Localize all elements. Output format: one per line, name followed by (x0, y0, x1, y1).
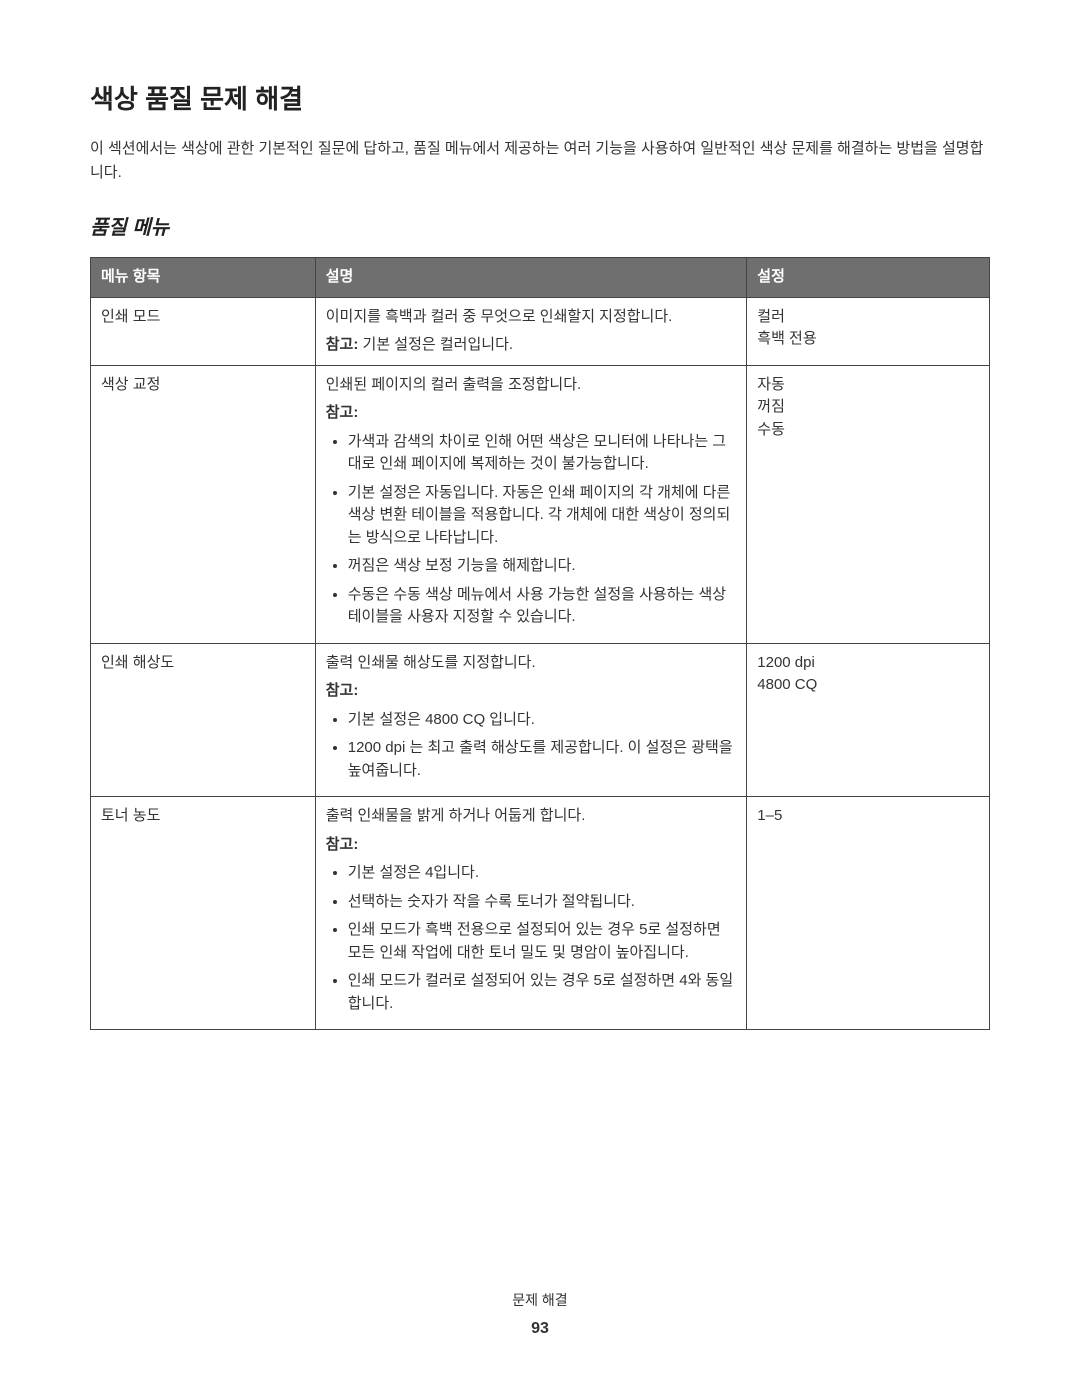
desc-text: 이미지를 흑백과 컬러 중 무엇으로 인쇄할지 지정합니다. (326, 306, 737, 329)
bullet-item: 가색과 감색의 차이로 인해 어떤 색상은 모니터에 나타나는 그대로 인쇄 페… (348, 431, 737, 476)
setting-value: 1200 dpi (757, 652, 979, 675)
note-label: 참고: (326, 834, 737, 857)
bullet-item: 꺼짐은 색상 보정 기능을 해제합니다. (348, 555, 737, 578)
bullet-list: 가색과 감색의 차이로 인해 어떤 색상은 모니터에 나타나는 그대로 인쇄 페… (326, 431, 737, 629)
cell-setting: 자동 꺼짐 수동 (747, 365, 990, 643)
cell-description: 출력 인쇄물 해상도를 지정합니다. 참고: 기본 설정은 4800 CQ 입니… (315, 643, 747, 797)
cell-menu: 인쇄 해상도 (91, 643, 316, 797)
note-label: 참고: (326, 680, 737, 703)
header-menu-item: 메뉴 항목 (91, 258, 316, 298)
desc-text: 출력 인쇄물을 밝게 하거나 어둡게 합니다. (326, 805, 737, 828)
setting-value: 수동 (757, 419, 979, 442)
footer-text: 문제 해결 (90, 1290, 990, 1311)
bullet-item: 수동은 수동 색상 메뉴에서 사용 가능한 설정을 사용하는 색상 테이블을 사… (348, 584, 737, 629)
note-label: 참고: (326, 402, 737, 425)
table-row: 인쇄 해상도 출력 인쇄물 해상도를 지정합니다. 참고: 기본 설정은 480… (91, 643, 990, 797)
desc-text: 출력 인쇄물 해상도를 지정합니다. (326, 652, 737, 675)
setting-value: 1–5 (757, 805, 979, 828)
setting-value: 4800 CQ (757, 674, 979, 697)
note-line: 참고: 기본 설정은 컬러입니다. (326, 334, 737, 357)
header-setting: 설정 (747, 258, 990, 298)
note-label: 참고: (326, 336, 359, 353)
page-number: 93 (90, 1317, 990, 1341)
setting-value: 꺼짐 (757, 396, 979, 419)
table-row: 토너 농도 출력 인쇄물을 밝게 하거나 어둡게 합니다. 참고: 기본 설정은… (91, 797, 990, 1030)
setting-value: 흑백 전용 (757, 328, 979, 351)
bullet-list: 기본 설정은 4입니다. 선택하는 숫자가 작을 수록 토너가 절약됩니다. 인… (326, 862, 737, 1015)
cell-menu: 토너 농도 (91, 797, 316, 1030)
bullet-item: 기본 설정은 자동입니다. 자동은 인쇄 페이지의 각 개체에 다른 색상 변환… (348, 482, 737, 550)
bullet-item: 기본 설정은 4입니다. (348, 862, 737, 885)
cell-description: 인쇄된 페이지의 컬러 출력을 조정합니다. 참고: 가색과 감색의 차이로 인… (315, 365, 747, 643)
cell-description: 이미지를 흑백과 컬러 중 무엇으로 인쇄할지 지정합니다. 참고: 기본 설정… (315, 297, 747, 365)
bullet-list: 기본 설정은 4800 CQ 입니다. 1200 dpi 는 최고 출력 해상도… (326, 709, 737, 783)
cell-setting: 1–5 (747, 797, 990, 1030)
cell-description: 출력 인쇄물을 밝게 하거나 어둡게 합니다. 참고: 기본 설정은 4입니다.… (315, 797, 747, 1030)
setting-value: 자동 (757, 374, 979, 397)
quality-menu-table: 메뉴 항목 설명 설정 인쇄 모드 이미지를 흑백과 컬러 중 무엇으로 인쇄할… (90, 257, 990, 1030)
note-text: 기본 설정은 컬러입니다. (358, 336, 513, 353)
cell-menu: 인쇄 모드 (91, 297, 316, 365)
cell-setting: 1200 dpi 4800 CQ (747, 643, 990, 797)
setting-value: 컬러 (757, 306, 979, 329)
table-row: 색상 교정 인쇄된 페이지의 컬러 출력을 조정합니다. 참고: 가색과 감색의… (91, 365, 990, 643)
cell-menu: 색상 교정 (91, 365, 316, 643)
table-header-row: 메뉴 항목 설명 설정 (91, 258, 990, 298)
table-row: 인쇄 모드 이미지를 흑백과 컬러 중 무엇으로 인쇄할지 지정합니다. 참고:… (91, 297, 990, 365)
desc-text: 인쇄된 페이지의 컬러 출력을 조정합니다. (326, 374, 737, 397)
bullet-item: 1200 dpi 는 최고 출력 해상도를 제공합니다. 이 설정은 광택을 높… (348, 737, 737, 782)
bullet-item: 인쇄 모드가 흑백 전용으로 설정되어 있는 경우 5로 설정하면 모든 인쇄 … (348, 919, 737, 964)
page-heading: 색상 품질 문제 해결 (90, 80, 990, 119)
bullet-item: 기본 설정은 4800 CQ 입니다. (348, 709, 737, 732)
bullet-item: 인쇄 모드가 컬러로 설정되어 있는 경우 5로 설정하면 4와 동일합니다. (348, 970, 737, 1015)
cell-setting: 컬러 흑백 전용 (747, 297, 990, 365)
subheading: 품질 메뉴 (90, 213, 990, 243)
bullet-item: 선택하는 숫자가 작을 수록 토너가 절약됩니다. (348, 891, 737, 914)
intro-text: 이 섹션에서는 색상에 관한 기본적인 질문에 답하고, 품질 메뉴에서 제공하… (90, 137, 990, 185)
header-description: 설명 (315, 258, 747, 298)
